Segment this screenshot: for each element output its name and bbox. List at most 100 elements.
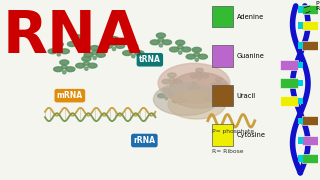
Ellipse shape (201, 74, 208, 78)
FancyBboxPatch shape (302, 5, 320, 14)
Ellipse shape (188, 87, 193, 89)
Ellipse shape (191, 74, 198, 78)
Bar (298, 80, 303, 86)
Ellipse shape (84, 61, 89, 65)
Bar (212, 85, 233, 106)
Bar (298, 155, 303, 162)
Ellipse shape (156, 33, 165, 38)
Text: rRNA: rRNA (133, 136, 155, 145)
Ellipse shape (208, 93, 214, 96)
Ellipse shape (103, 44, 112, 48)
Ellipse shape (63, 71, 66, 74)
Ellipse shape (220, 83, 227, 87)
Ellipse shape (76, 46, 80, 49)
Ellipse shape (172, 99, 179, 103)
Text: Cytosine: Cytosine (237, 132, 266, 138)
Ellipse shape (159, 44, 163, 47)
Ellipse shape (57, 53, 60, 56)
Ellipse shape (116, 44, 124, 48)
Text: Adenine: Adenine (237, 14, 264, 20)
Text: Guanine: Guanine (237, 53, 265, 59)
Ellipse shape (74, 35, 83, 40)
Text: P= phosphate: P= phosphate (212, 129, 254, 134)
Bar (298, 62, 303, 68)
Ellipse shape (66, 67, 75, 72)
Bar (298, 98, 303, 104)
Ellipse shape (182, 47, 191, 52)
Ellipse shape (54, 67, 63, 72)
Ellipse shape (209, 96, 212, 99)
Ellipse shape (179, 102, 181, 104)
FancyBboxPatch shape (302, 21, 320, 30)
Text: RNA: RNA (3, 8, 142, 65)
Ellipse shape (80, 42, 89, 46)
FancyBboxPatch shape (280, 78, 298, 88)
Ellipse shape (96, 52, 105, 57)
Ellipse shape (68, 42, 76, 46)
Ellipse shape (129, 44, 138, 49)
Ellipse shape (85, 67, 88, 70)
Ellipse shape (111, 42, 117, 46)
Ellipse shape (204, 97, 210, 101)
Ellipse shape (195, 58, 198, 61)
Ellipse shape (109, 37, 118, 41)
Bar (212, 6, 233, 28)
Ellipse shape (181, 99, 188, 103)
Ellipse shape (194, 53, 200, 56)
Ellipse shape (196, 68, 203, 72)
Text: tRNA: tRNA (139, 55, 161, 64)
FancyBboxPatch shape (302, 154, 320, 163)
Ellipse shape (158, 63, 230, 103)
Ellipse shape (210, 100, 212, 102)
Text: R: R (306, 6, 320, 13)
Ellipse shape (60, 49, 69, 54)
Ellipse shape (90, 46, 99, 50)
Ellipse shape (132, 55, 135, 58)
FancyBboxPatch shape (302, 116, 320, 125)
Ellipse shape (75, 40, 81, 44)
Ellipse shape (176, 40, 185, 45)
Ellipse shape (168, 94, 175, 98)
Bar (298, 137, 303, 144)
Ellipse shape (157, 94, 165, 98)
Ellipse shape (56, 47, 62, 51)
Ellipse shape (173, 79, 182, 84)
Ellipse shape (93, 56, 96, 60)
Ellipse shape (169, 72, 230, 108)
Text: P: P (304, 1, 319, 8)
Ellipse shape (186, 54, 195, 59)
Ellipse shape (211, 83, 218, 87)
Bar (298, 118, 303, 124)
Ellipse shape (84, 52, 93, 57)
Ellipse shape (170, 83, 173, 86)
Ellipse shape (61, 65, 67, 69)
Ellipse shape (217, 82, 221, 84)
FancyBboxPatch shape (280, 60, 298, 70)
Ellipse shape (193, 89, 195, 91)
Ellipse shape (112, 47, 116, 51)
Ellipse shape (88, 63, 97, 68)
FancyBboxPatch shape (302, 136, 320, 145)
Ellipse shape (135, 51, 144, 55)
Text: Uracil: Uracil (237, 93, 256, 99)
Ellipse shape (168, 73, 176, 77)
Text: mRNA: mRNA (57, 91, 83, 100)
Ellipse shape (48, 49, 57, 54)
FancyBboxPatch shape (302, 41, 320, 50)
Ellipse shape (168, 90, 226, 119)
Ellipse shape (158, 38, 164, 42)
Ellipse shape (169, 78, 175, 81)
Ellipse shape (92, 51, 98, 55)
Ellipse shape (162, 79, 171, 84)
Ellipse shape (164, 92, 169, 95)
Ellipse shape (170, 47, 179, 52)
Ellipse shape (191, 82, 197, 85)
Bar (212, 45, 233, 67)
Ellipse shape (178, 98, 182, 101)
Ellipse shape (197, 73, 202, 76)
Ellipse shape (198, 77, 201, 80)
Ellipse shape (212, 97, 218, 101)
Ellipse shape (60, 60, 69, 65)
Ellipse shape (150, 40, 159, 45)
Ellipse shape (192, 47, 201, 52)
